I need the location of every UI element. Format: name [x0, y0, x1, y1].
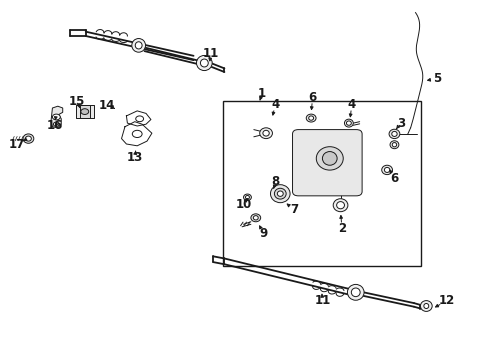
Ellipse shape [25, 136, 31, 141]
Ellipse shape [382, 165, 392, 175]
Ellipse shape [306, 114, 316, 122]
Circle shape [53, 122, 59, 126]
Text: 7: 7 [290, 203, 298, 216]
Text: 6: 6 [391, 172, 398, 185]
Bar [80, 105, 90, 118]
Ellipse shape [132, 39, 146, 52]
Ellipse shape [263, 130, 270, 136]
Text: 3: 3 [397, 117, 405, 130]
Text: 11: 11 [314, 294, 331, 307]
Ellipse shape [196, 55, 212, 71]
Text: 9: 9 [260, 227, 268, 240]
Ellipse shape [390, 141, 399, 149]
Ellipse shape [277, 191, 283, 197]
Ellipse shape [385, 167, 390, 172]
Text: 1: 1 [258, 87, 266, 100]
Text: 2: 2 [338, 222, 346, 235]
Ellipse shape [270, 185, 290, 203]
Ellipse shape [317, 147, 343, 170]
Text: 13: 13 [126, 151, 143, 164]
Text: 15: 15 [69, 95, 85, 108]
Circle shape [52, 114, 60, 120]
Circle shape [136, 116, 144, 122]
Ellipse shape [244, 194, 251, 201]
Ellipse shape [347, 284, 364, 300]
Circle shape [81, 109, 89, 114]
Text: 4: 4 [271, 98, 279, 111]
Text: 8: 8 [272, 175, 280, 188]
Ellipse shape [392, 131, 397, 136]
Ellipse shape [344, 119, 353, 127]
Ellipse shape [274, 188, 286, 199]
Ellipse shape [333, 199, 348, 212]
Bar [223, 101, 421, 266]
Text: 11: 11 [202, 47, 219, 60]
Text: 6: 6 [309, 91, 317, 104]
Ellipse shape [392, 143, 397, 147]
Ellipse shape [322, 152, 337, 165]
Ellipse shape [309, 116, 314, 120]
Ellipse shape [346, 121, 351, 125]
Text: 10: 10 [235, 198, 252, 211]
FancyBboxPatch shape [293, 130, 362, 196]
Ellipse shape [23, 134, 34, 143]
Ellipse shape [245, 195, 249, 199]
Circle shape [132, 130, 142, 138]
Ellipse shape [420, 301, 432, 311]
Text: 17: 17 [9, 138, 25, 151]
Ellipse shape [253, 216, 258, 220]
Ellipse shape [135, 42, 142, 49]
Text: 12: 12 [439, 294, 455, 307]
Text: 4: 4 [348, 98, 356, 111]
Bar [76, 105, 94, 118]
Ellipse shape [337, 202, 344, 209]
Text: 16: 16 [47, 119, 63, 132]
Ellipse shape [200, 59, 208, 67]
Ellipse shape [251, 214, 261, 222]
Ellipse shape [424, 303, 429, 309]
Ellipse shape [260, 128, 272, 139]
Text: 5: 5 [434, 72, 441, 85]
Ellipse shape [351, 288, 360, 297]
Ellipse shape [389, 129, 400, 139]
Text: 14: 14 [98, 99, 115, 112]
Polygon shape [51, 106, 63, 128]
